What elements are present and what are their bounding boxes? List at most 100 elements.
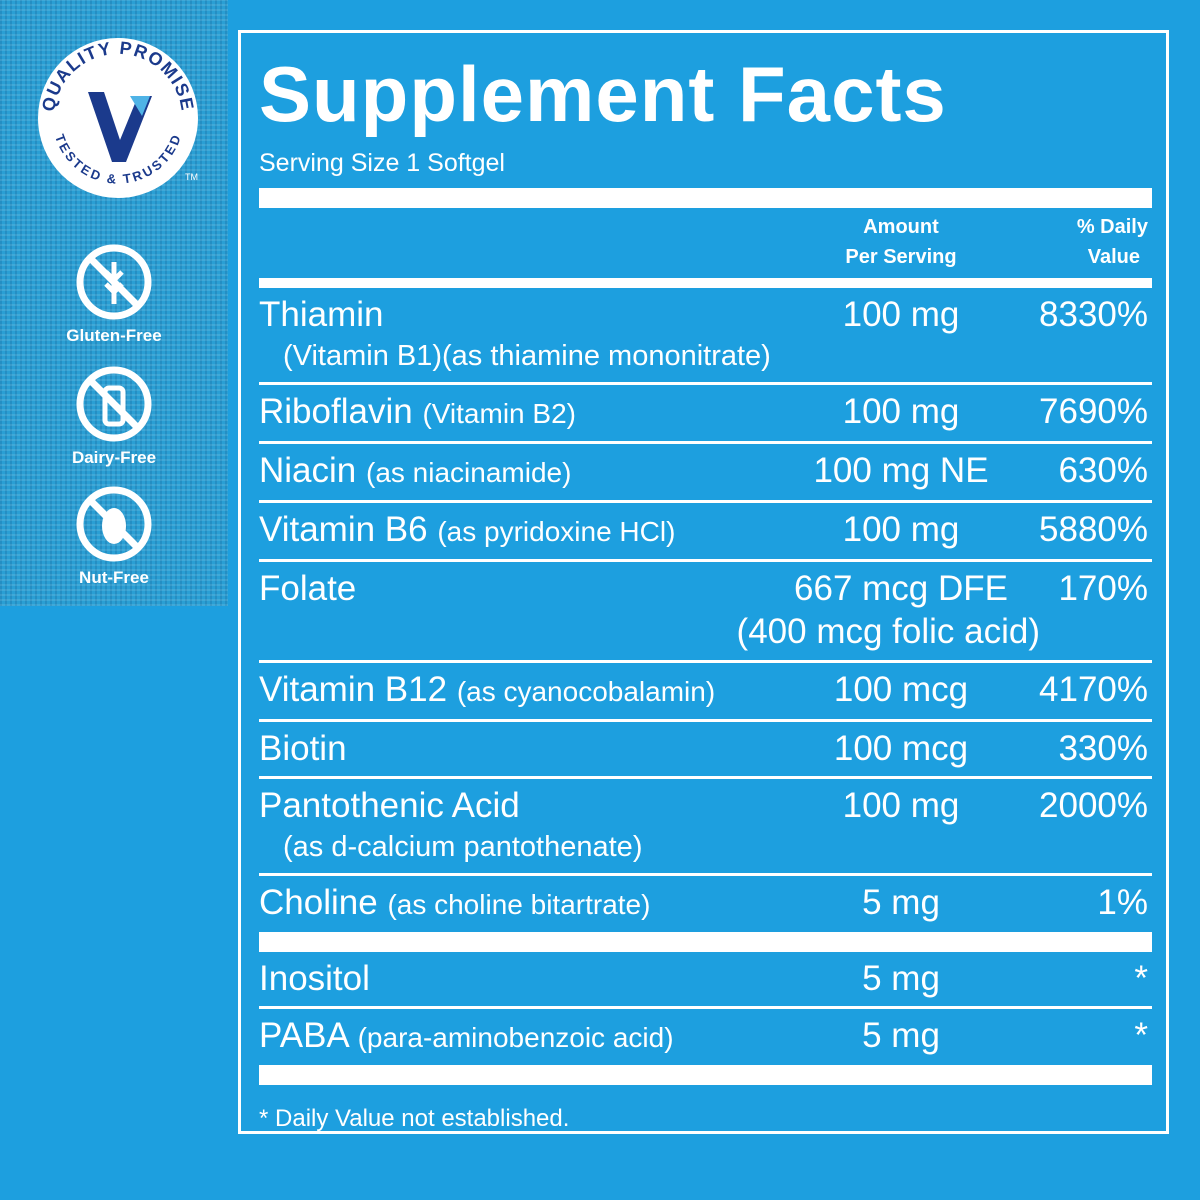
bar (259, 932, 1152, 952)
feature: Gluten-Free (0, 242, 228, 346)
nutrient-detail: (Vitamin B2) (422, 398, 576, 429)
amount: 5 mg (862, 883, 940, 922)
rule (259, 441, 1152, 444)
nutrient-row: Niacin (as niacinamide) 100 mg NE 630% (259, 444, 1152, 500)
daily-value: 8330% (1039, 295, 1148, 334)
daily-value: * (1134, 1016, 1148, 1055)
feature-label: Nut-Free (79, 568, 149, 587)
daily-value: 7690% (1039, 392, 1148, 431)
daily-value: 4170% (1039, 670, 1148, 709)
nutrient-name: Inositol (259, 959, 370, 998)
nutrient: Folate (259, 568, 791, 610)
amount: 100 mcg (833, 670, 969, 709)
nutrient-detail: (as pyridoxine HCl) (437, 516, 676, 547)
serving-size: Serving Size 1 Softgel (259, 149, 505, 177)
amount: 5 mg (862, 959, 940, 998)
amount-note: (400 mcg folic acid) (736, 612, 1040, 651)
nutrient-name: Niacin (259, 451, 357, 490)
daily-value: * (1134, 959, 1148, 998)
header-amount: Per Serving (845, 246, 957, 268)
amount: 100 mg (842, 786, 960, 825)
amount: 100 mcg (833, 729, 969, 768)
nutrient: Thiamin (259, 294, 791, 336)
nutrient-name: Riboflavin (259, 392, 413, 431)
nutrient: PABA (para-aminobenzoic acid) (259, 1015, 791, 1059)
bar (259, 1065, 1152, 1085)
nutrient-row: Choline (as choline bitartrate) 5 mg 1% (259, 876, 1152, 932)
nutrient-subline: (as d-calcium pantothenate) (283, 831, 643, 863)
nutrient-row: Vitamin B6 (as pyridoxine HCl) 100 mg 5880… (259, 503, 1152, 559)
header-amount: Amount (863, 216, 939, 238)
rule (259, 500, 1152, 503)
nutrient: Biotin (259, 728, 791, 770)
amount: 100 mg (842, 510, 960, 549)
rule (259, 776, 1152, 779)
daily-value: 330% (1058, 729, 1148, 768)
rule (259, 873, 1152, 876)
nutrient: Pantothenic Acid (259, 785, 791, 827)
feature: Dairy-Free (0, 364, 228, 468)
column-header: Amount Per Serving % Daily Value (259, 208, 1152, 278)
nutrient-row: Thiamin 100 mg 8330% (Vitamin B1)(as thiami… (259, 288, 1152, 382)
bar (259, 188, 1152, 208)
icon (76, 486, 152, 562)
nutrient-detail: (as niacinamide) (366, 457, 572, 488)
rule (259, 660, 1152, 663)
nutrient-name: Biotin (259, 729, 347, 768)
nutrient-name: Choline (259, 883, 378, 922)
daily-value: 1% (1097, 883, 1148, 922)
nutrient-row: Pantothenic Acid 100 mg 2000% (as d-calcium… (259, 779, 1152, 873)
nutrient-row: Vitamin B12 (as cyanocobalamin) 100 mcg 41… (259, 663, 1152, 719)
nutrient-detail: (as choline bitartrate) (387, 889, 651, 920)
facts-body: Thiamin 100 mg 8330% (Vitamin B1)(as thiami… (259, 288, 1152, 1085)
nutrient: Inositol (259, 958, 791, 1000)
feature: Nut-Free (0, 484, 228, 588)
nutrient: Riboflavin (Vitamin B2) (259, 391, 791, 435)
icon (76, 366, 152, 442)
daily-value: 170% (1058, 569, 1148, 608)
nutrient: Vitamin B12 (as cyanocobalamin) (259, 669, 791, 713)
nutrient: Vitamin B6 (as pyridoxine HCl) (259, 509, 791, 553)
nutrient-name: PABA (259, 1016, 348, 1055)
amount: 100 mg NE (813, 451, 989, 490)
rule (259, 382, 1152, 385)
rule (259, 1006, 1152, 1009)
nutrient-name: Vitamin B6 (259, 510, 428, 549)
feature-label: Gluten-Free (66, 326, 162, 345)
nutrient-name: Folate (259, 569, 357, 608)
nutrient-row: Folate 667 mcg DFE 170% (400 mcg folic acid… (259, 562, 1152, 660)
nutrient: Niacin (as niacinamide) (259, 450, 791, 494)
rule (259, 719, 1152, 722)
nutrient-name: Vitamin B12 (259, 670, 448, 709)
nutrient: Choline (as choline bitartrate) (259, 882, 791, 926)
nutrient-detail: (para-aminobenzoic acid) (357, 1022, 674, 1053)
nutrient-row: PABA (para-aminobenzoic acid) 5 mg * (259, 1009, 1152, 1065)
nutrient-row: Riboflavin (Vitamin B2) 100 mg 7690% (259, 385, 1152, 441)
daily-value: 5880% (1039, 510, 1148, 549)
rule (259, 559, 1152, 562)
amount: 100 mg (842, 392, 960, 431)
amount: 5 mg (862, 1016, 940, 1055)
nutrient-row: Biotin 100 mcg 330% (259, 722, 1152, 776)
nutrient-name: Thiamin (259, 295, 384, 334)
header-dv: % Daily (1076, 216, 1148, 238)
amount: 667 mcg DFE (794, 569, 1008, 608)
badge-tm: TM (185, 172, 198, 182)
icon (76, 244, 152, 320)
header-dv: Value (1087, 246, 1140, 268)
nutrient-subline: (Vitamin B1)(as thiamine mononitrate) (283, 340, 771, 372)
daily-value: 630% (1058, 451, 1148, 490)
nutrient-name: Pantothenic Acid (259, 786, 520, 825)
badge: QUALITY PROMISE TESTED & TRUSTED TM (38, 38, 198, 198)
footnote: * Daily Value not established. (259, 1105, 570, 1132)
bar (259, 278, 1152, 288)
nutrient-row: Inositol 5 mg * (259, 952, 1152, 1006)
sidebar: QUALITY PROMISE TESTED & TRUSTED TM Glut… (0, 0, 228, 606)
amount: 100 mg (842, 295, 960, 334)
title: Supplement Facts (259, 50, 947, 138)
feature-label: Dairy-Free (71, 448, 157, 467)
nutrient-detail: (as cyanocobalamin) (456, 676, 716, 707)
supplement-facts: Supplement Facts Serving Size 1 Softgel … (238, 30, 1169, 1134)
daily-value: 2000% (1039, 786, 1148, 825)
